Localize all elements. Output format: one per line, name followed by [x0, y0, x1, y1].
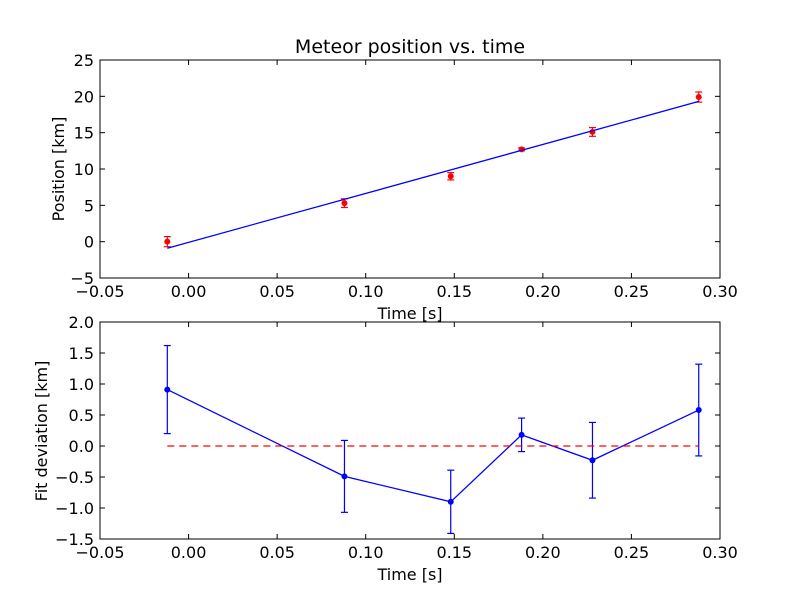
y-tick-label: 20: [74, 87, 94, 106]
data-point: [341, 200, 348, 207]
x-tick-label: 0.15: [436, 282, 472, 301]
x-tick-label: 0.00: [171, 543, 207, 562]
fit-line: [167, 100, 699, 249]
deviation-plot-area: [163, 344, 703, 535]
y-tick-label: −1.0: [55, 499, 94, 518]
y-tick-label: 10: [74, 160, 94, 179]
position-plot-area: [163, 91, 703, 249]
x-tick-label: 0.20: [525, 543, 561, 562]
x-tick-label: 0.20: [525, 282, 561, 301]
deviation-panel: −0.05 0.00 0.05 0.10 0.15 0.20 0.25 0.30 −1.5−1…: [32, 313, 738, 584]
x-tick-label: 0.15: [436, 543, 472, 562]
position-x-axis-label: Time [s]: [376, 304, 442, 323]
y-tick-label: 0.0: [69, 437, 94, 456]
y-tick-label: 5: [84, 196, 94, 215]
position-x-ticks: −0.05 0.00 0.05 0.10 0.15 0.20 0.25 0.30: [75, 60, 738, 301]
data-point: [695, 94, 702, 101]
x-tick-label: 0.05: [259, 543, 295, 562]
y-tick-label: 25: [74, 51, 94, 70]
data-point: [518, 431, 525, 438]
position-y-axis-label: Position [km]: [49, 117, 68, 222]
x-tick-label: 0.25: [614, 543, 650, 562]
y-tick-label: 2.0: [69, 313, 94, 332]
x-tick-label: 0.10: [348, 543, 384, 562]
x-tick-label: 0.30: [702, 543, 738, 562]
y-tick-label: −5: [70, 269, 94, 288]
x-tick-label: −0.05: [75, 282, 124, 301]
data-point: [341, 473, 348, 480]
position-panel: Meteor position vs. time −0.05 0.00 0.05 0.…: [49, 36, 738, 323]
y-tick-label: −1.5: [55, 530, 94, 549]
y-tick-label: 15: [74, 124, 94, 143]
data-point: [447, 173, 454, 180]
y-tick-label: −0.5: [55, 468, 94, 487]
x-tick-label: 0.05: [259, 282, 295, 301]
x-tick-label: 0.25: [614, 282, 650, 301]
data-point: [695, 407, 702, 414]
position-y-ticks: −5 0 5 10 15 20 25: [70, 51, 720, 288]
deviation-y-axis-label: Fit deviation [km]: [32, 361, 51, 502]
y-tick-label: 1.0: [69, 375, 94, 394]
deviation-y-ticks: −1.5 −1.0 −0.5 0.0 0.5 1.0 1.5 2.0: [55, 313, 720, 549]
x-tick-label: −0.05: [75, 543, 124, 562]
data-point: [164, 238, 171, 245]
data-point: [589, 457, 596, 464]
y-tick-label: 0: [84, 233, 94, 252]
deviation-x-ticks: −0.05 0.00 0.05 0.10 0.15 0.20 0.25 0.30: [75, 322, 738, 562]
deviation-plot-frame: [99, 321, 721, 540]
y-tick-label: 0.5: [69, 406, 94, 425]
chart-title: Meteor position vs. time: [295, 36, 525, 58]
deviation-x-axis-label: Time [s]: [376, 565, 442, 584]
x-tick-label: 0.10: [348, 282, 384, 301]
data-point: [447, 498, 454, 505]
deviation-line: [167, 388, 700, 503]
x-tick-label: 0.00: [171, 282, 207, 301]
data-point: [164, 386, 171, 393]
y-tick-label: 1.5: [69, 344, 94, 363]
x-tick-label: 0.30: [702, 282, 738, 301]
